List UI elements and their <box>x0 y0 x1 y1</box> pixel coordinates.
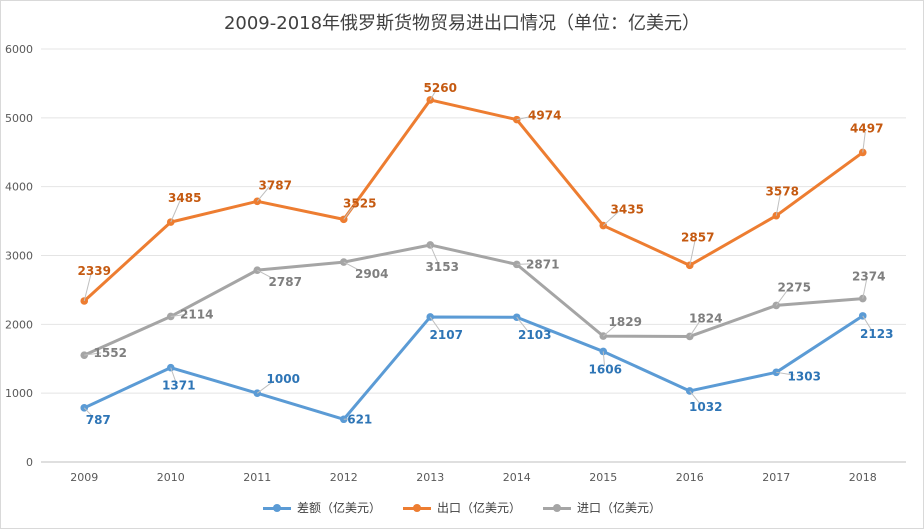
y-tick-label: 0 <box>26 456 33 469</box>
data-label: 1371 <box>162 379 195 393</box>
data-label: 3525 <box>343 196 376 210</box>
x-tick-label: 2011 <box>243 471 271 484</box>
legend-label-balance: 差额（亿美元） <box>297 499 381 516</box>
y-tick-label: 3000 <box>5 250 33 263</box>
data-label: 2871 <box>526 257 559 271</box>
data-label: 1606 <box>589 362 622 376</box>
y-tick-label: 6000 <box>5 43 33 56</box>
data-label: 1032 <box>689 400 722 414</box>
y-tick-label: 5000 <box>5 112 33 125</box>
x-tick-label: 2018 <box>849 471 877 484</box>
data-point <box>253 389 261 397</box>
legend-swatch-export <box>403 503 431 513</box>
data-label: 5260 <box>424 81 457 95</box>
legend-label-export: 出口（亿美元） <box>437 499 521 516</box>
data-label: 4974 <box>528 109 561 123</box>
data-label: 3435 <box>611 203 644 217</box>
data-label: 3578 <box>766 185 799 199</box>
data-label: 2904 <box>355 267 388 281</box>
data-label: 3485 <box>168 191 201 205</box>
data-label: 4497 <box>850 121 883 135</box>
y-tick-label: 4000 <box>5 181 33 194</box>
x-tick-label: 2012 <box>330 471 358 484</box>
x-tick-label: 2014 <box>503 471 531 484</box>
data-label: 2107 <box>430 328 463 342</box>
x-tick-label: 2016 <box>676 471 704 484</box>
legend: 差额（亿美元） 出口（亿美元） 进口（亿美元） <box>1 499 923 516</box>
legend-swatch-balance <box>263 503 291 513</box>
legend-label-import: 进口（亿美元） <box>577 499 661 516</box>
data-label: 3153 <box>426 260 459 274</box>
series-line <box>84 316 863 419</box>
legend-item-balance: 差额（亿美元） <box>263 499 381 516</box>
legend-swatch-import <box>543 503 571 513</box>
data-label: 3787 <box>259 178 292 192</box>
legend-item-import: 进口（亿美元） <box>543 499 661 516</box>
series-line <box>84 245 863 355</box>
data-label: 2374 <box>852 270 885 284</box>
y-tick-label: 1000 <box>5 387 33 400</box>
legend-swatch-dot <box>273 504 281 512</box>
data-label: 621 <box>347 412 372 426</box>
x-tick-label: 2015 <box>589 471 617 484</box>
data-label: 1824 <box>689 311 722 325</box>
data-label: 1829 <box>609 315 642 329</box>
legend-swatch-dot <box>553 504 561 512</box>
data-label: 1552 <box>94 346 127 360</box>
data-label: 1000 <box>267 372 300 386</box>
data-label: 2114 <box>180 307 213 321</box>
data-point <box>686 262 694 270</box>
data-label: 2275 <box>778 280 811 294</box>
data-label: 787 <box>86 413 111 427</box>
x-tick-label: 2013 <box>416 471 444 484</box>
x-tick-label: 2017 <box>762 471 790 484</box>
data-label: 1303 <box>788 369 821 383</box>
data-label: 2123 <box>860 327 893 341</box>
x-tick-label: 2009 <box>70 471 98 484</box>
x-tick-label: 2010 <box>157 471 185 484</box>
y-tick-label: 2000 <box>5 318 33 331</box>
legend-swatch-dot <box>413 504 421 512</box>
data-label: 2339 <box>78 264 111 278</box>
data-label: 2103 <box>518 328 551 342</box>
legend-item-export: 出口（亿美元） <box>403 499 521 516</box>
data-label: 2857 <box>681 230 714 244</box>
data-label: 2787 <box>269 275 302 289</box>
